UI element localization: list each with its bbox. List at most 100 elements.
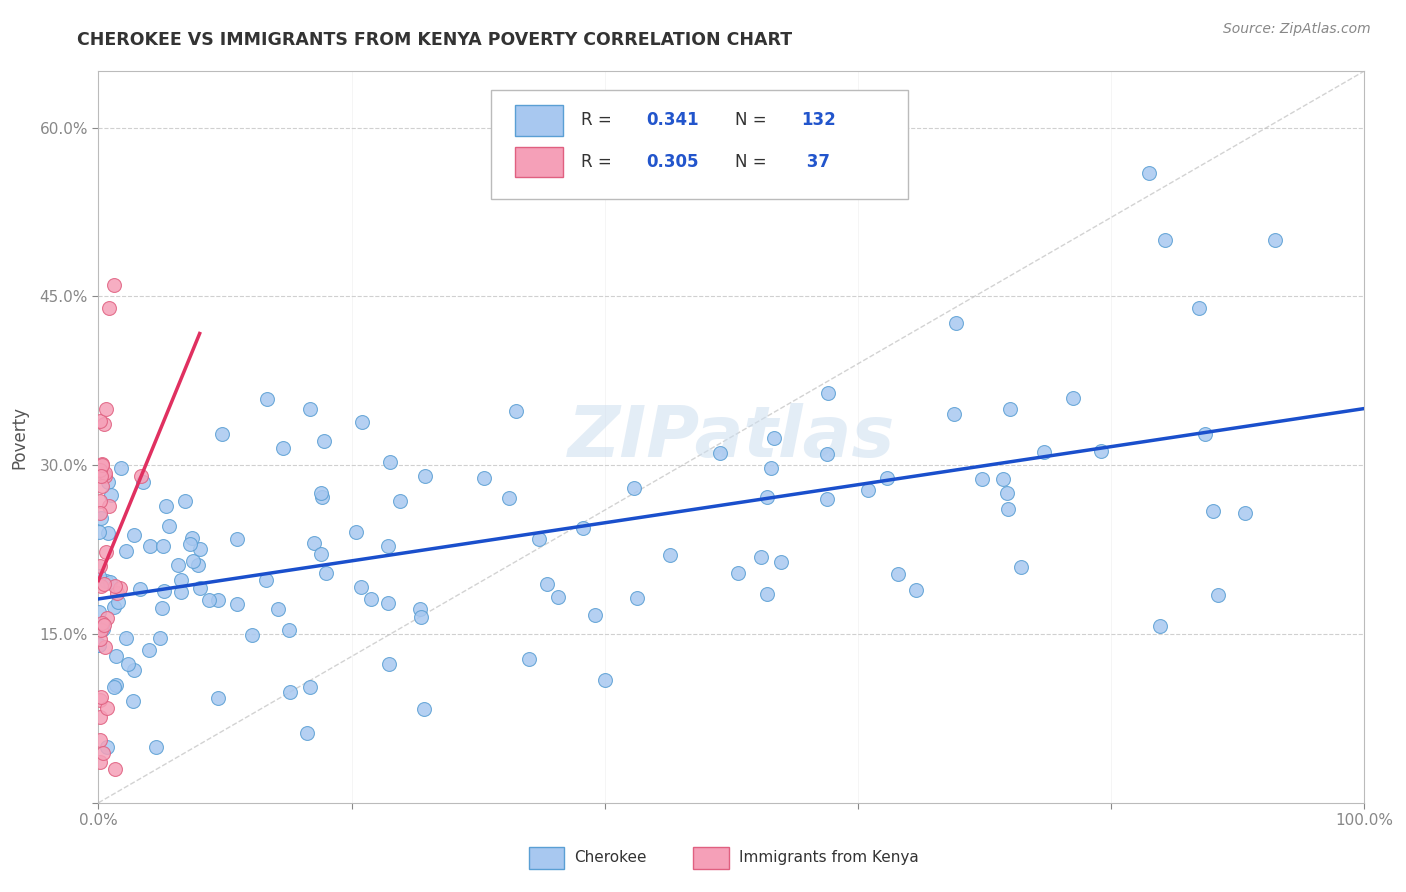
Point [547, 590, 569, 604]
Point [90, 469, 112, 483]
Point [138, 643, 160, 657]
Point [517, 652, 540, 666]
Point [103, 599, 125, 614]
Point [97, 301, 120, 315]
Point [749, 550, 772, 565]
Point [87, 638, 110, 652]
Point [344, 524, 367, 539]
Point [815, 447, 838, 461]
Point [89, 733, 111, 747]
Point [970, 472, 993, 486]
Point [309, 485, 332, 500]
Point [1033, 445, 1056, 459]
Text: ZIPatlas: ZIPatlas [568, 402, 894, 472]
Point [817, 385, 839, 400]
Point [945, 316, 967, 330]
Point [98, 500, 121, 514]
FancyBboxPatch shape [515, 105, 562, 136]
Point [98, 574, 121, 589]
Point [377, 596, 399, 610]
Point [904, 583, 927, 598]
Y-axis label: Poverty: Poverty [10, 406, 28, 468]
Point [302, 535, 325, 549]
Point [876, 471, 898, 485]
Text: R =: R = [581, 153, 617, 171]
Point [129, 469, 152, 483]
Point [91, 458, 114, 473]
Point [91, 479, 114, 493]
Point [297, 726, 319, 740]
Point [89, 632, 111, 647]
Point [583, 608, 606, 623]
Point [187, 558, 209, 573]
Point [150, 601, 173, 615]
Point [1137, 166, 1160, 180]
Point [527, 533, 550, 547]
Text: Immigrants from Kenya: Immigrants from Kenya [738, 850, 918, 865]
Point [350, 415, 373, 429]
Point [815, 491, 838, 506]
Point [87, 605, 110, 619]
Point [90, 690, 112, 705]
Point [94, 640, 117, 654]
Point [94, 466, 117, 480]
Point [174, 494, 197, 508]
Point [103, 680, 125, 694]
Point [87, 569, 110, 583]
Point [207, 690, 229, 705]
Point [96, 701, 118, 715]
Point [226, 597, 249, 611]
Point [90, 623, 112, 637]
FancyBboxPatch shape [515, 146, 562, 178]
Point [756, 490, 779, 504]
Point [995, 486, 1018, 500]
Point [170, 585, 193, 599]
Point [350, 580, 373, 594]
Point [91, 622, 114, 636]
Text: Source: ZipAtlas.com: Source: ZipAtlas.com [1223, 22, 1371, 37]
Point [572, 521, 595, 535]
Point [181, 554, 204, 568]
Point [124, 663, 146, 677]
Point [593, 673, 616, 687]
Point [105, 648, 128, 663]
Point [1090, 443, 1112, 458]
Point [166, 558, 188, 572]
Text: R =: R = [581, 112, 617, 129]
Point [997, 502, 1019, 516]
Point [309, 547, 332, 561]
Point [211, 426, 233, 441]
Point [377, 539, 399, 553]
Point [1233, 507, 1256, 521]
Point [94, 545, 117, 559]
Point [1154, 233, 1177, 247]
Point [942, 407, 965, 421]
Point [298, 680, 321, 694]
Point [409, 601, 432, 615]
Point [360, 591, 382, 606]
Point [413, 702, 436, 716]
Text: 0.341: 0.341 [647, 112, 699, 129]
Point [110, 461, 132, 475]
Text: N =: N = [735, 153, 772, 171]
Point [240, 628, 263, 642]
Point [388, 493, 411, 508]
Point [94, 574, 117, 588]
Point [93, 417, 115, 431]
Point [312, 434, 335, 449]
Point [145, 739, 167, 754]
Point [179, 537, 201, 551]
FancyBboxPatch shape [491, 90, 908, 200]
Point [89, 755, 111, 769]
Point [89, 463, 111, 477]
Point [409, 610, 432, 624]
Point [198, 593, 221, 607]
Point [298, 401, 321, 416]
Point [122, 694, 145, 708]
Point [105, 586, 128, 600]
Point [115, 631, 138, 645]
Point [709, 446, 731, 460]
Point [998, 401, 1021, 416]
Point [315, 566, 337, 581]
Point [139, 540, 162, 554]
